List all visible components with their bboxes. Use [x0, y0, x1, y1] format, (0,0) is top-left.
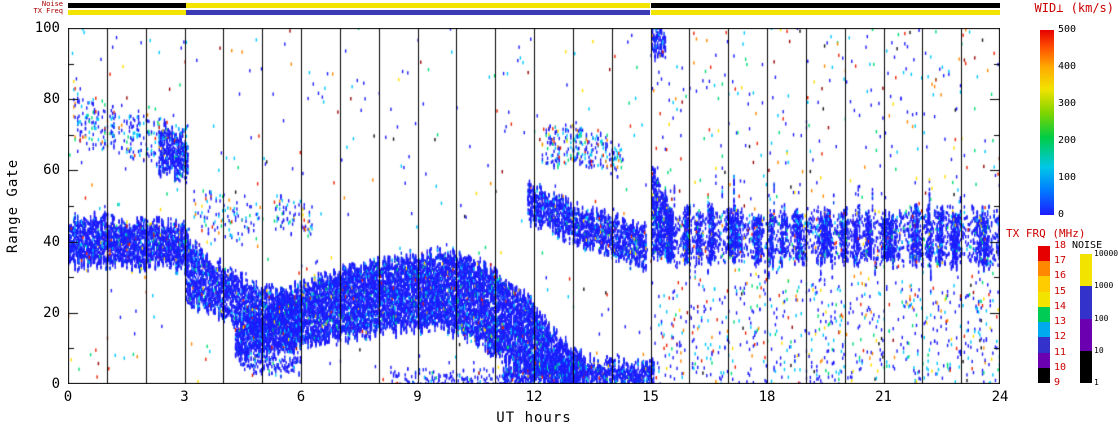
noise-colorbar-segment: [1080, 318, 1092, 351]
x-tick-label: 3: [180, 389, 189, 405]
txfrq-colorbar-tick-label: 10: [1054, 361, 1067, 373]
txfrq-colorbar-segment: [1038, 276, 1050, 292]
noise-colorbar-segment: [1080, 286, 1092, 319]
noise-colorbar-tick-label: 1000: [1094, 281, 1114, 291]
x-tick-label: 12: [525, 389, 543, 405]
txfrq-colorbar-tick-label: 15: [1054, 285, 1067, 297]
txfreq-strip-segment: [186, 10, 651, 15]
noise-strip-segment: [186, 3, 651, 8]
x-tick-label: 15: [642, 389, 659, 405]
txfrq-colorbar-tick-label: 9: [1054, 377, 1061, 388]
heatmap-canvas: [68, 28, 1000, 384]
noise-colorbar-segment: [1080, 254, 1092, 287]
noise-colorbar: [1080, 254, 1092, 383]
x-tick-label: 18: [758, 389, 776, 405]
noise-strip-segment: [68, 3, 187, 8]
txfrq-colorbar-tick-label: 18: [1054, 240, 1067, 251]
x-tick-label: 0: [63, 389, 73, 405]
txfrq-colorbar-segment: [1038, 306, 1050, 323]
txfrq-colorbar-segment: [1038, 291, 1050, 307]
y-tick-label: 20: [43, 304, 60, 321]
wid-colorbar-title: WID⊥ (km/s): [1034, 1, 1114, 15]
noise-strip: [68, 3, 1000, 8]
txfrq-colorbar-segment: [1038, 246, 1050, 262]
txfrq-colorbar-tick-label: 14: [1054, 300, 1067, 312]
x-tick-label: 6: [296, 389, 306, 405]
wid-colorbar: [1040, 30, 1054, 215]
txfrq-colorbar-title: TX FRQ (MHz): [1006, 227, 1086, 240]
txfrq-colorbar-tick-label: 16: [1054, 270, 1067, 282]
txfreq-strip-segment: [650, 10, 1000, 15]
noise-colorbar-tick-label: 10: [1094, 345, 1104, 355]
y-tick-label: 100: [34, 20, 60, 36]
txfrq-colorbar-segment: [1038, 337, 1050, 353]
txfrq-colorbar-tick-label: 17: [1054, 255, 1067, 267]
y-tick-label: 80: [43, 91, 60, 108]
txfrq-colorbar-segment: [1038, 261, 1050, 277]
wid-colorbar-tick-label: 100: [1058, 172, 1077, 183]
txfrq-colorbar-tick-label: 12: [1054, 331, 1067, 343]
wid-colorbar-tick-label: 300: [1058, 98, 1077, 109]
txfrq-colorbar-segment: [1038, 322, 1050, 338]
wid-colorbar-tick-label: 0: [1058, 209, 1065, 220]
noise-colorbar-tick-label: 100: [1094, 313, 1109, 323]
noise-strip-label: Noise: [41, 0, 63, 8]
x-tick-label: 21: [875, 389, 892, 405]
txfreq-strip-segment: [68, 10, 187, 15]
wid-colorbar-tick-label: 200: [1058, 135, 1077, 146]
txfreq-strip-label: TX Freq: [33, 7, 63, 15]
wid-colorbar-tick-label: 500: [1058, 24, 1077, 35]
y-axis-title: Range Gate: [5, 158, 21, 254]
txfrq-colorbar: [1038, 246, 1050, 383]
x-tick-label: 24: [991, 389, 1009, 405]
wid-colorbar-tick-label: 400: [1058, 61, 1077, 72]
noise-colorbar-tick-label: 10000: [1094, 249, 1118, 258]
y-tick-label: 60: [43, 162, 60, 179]
x-tick-label: 9: [413, 389, 422, 405]
noise-colorbar-title: NOISE: [1072, 240, 1103, 251]
noise-strip-segment: [650, 3, 1000, 8]
y-tick-label: 40: [43, 233, 60, 250]
noise-colorbar-segment: [1080, 350, 1092, 383]
txfrq-colorbar-tick-label: 13: [1054, 316, 1067, 328]
x-axis-title: UT hours: [496, 410, 572, 426]
y-tick-label: 0: [51, 376, 60, 392]
txfrq-colorbar-segment: [1038, 352, 1050, 368]
noise-colorbar-tick-label: 1: [1094, 378, 1099, 387]
txfreq-strip: [68, 10, 1000, 15]
txfrq-colorbar-segment: [1038, 367, 1050, 383]
txfrq-colorbar-tick-label: 11: [1054, 346, 1067, 358]
